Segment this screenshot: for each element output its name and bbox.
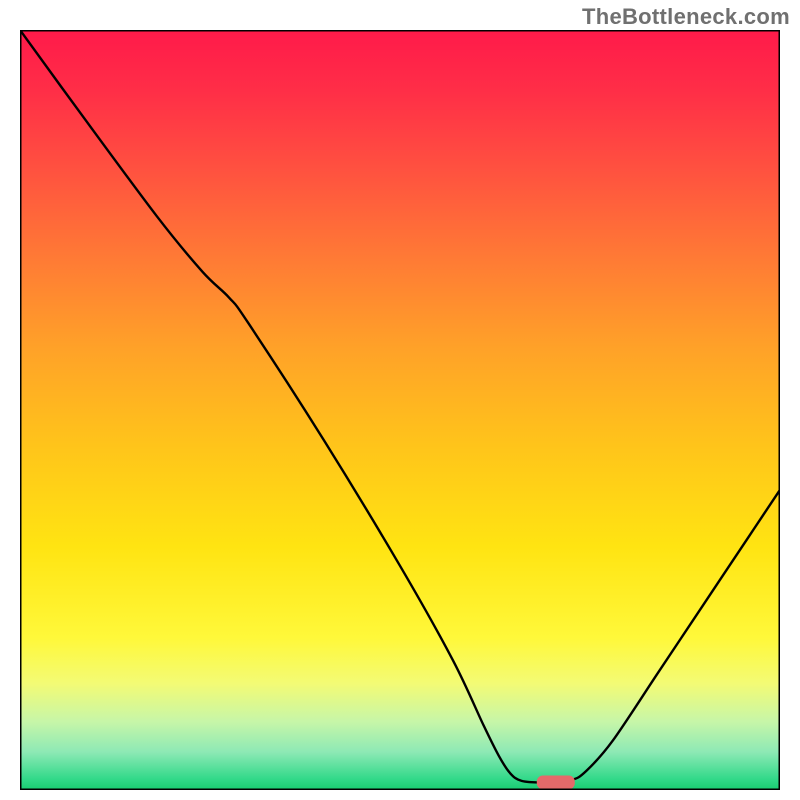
- watermark-label: TheBottleneck.com: [582, 4, 790, 30]
- chart-area: [20, 30, 780, 790]
- bottleneck-chart: [20, 30, 780, 790]
- chart-background: [20, 30, 780, 790]
- optimum-marker: [537, 776, 575, 790]
